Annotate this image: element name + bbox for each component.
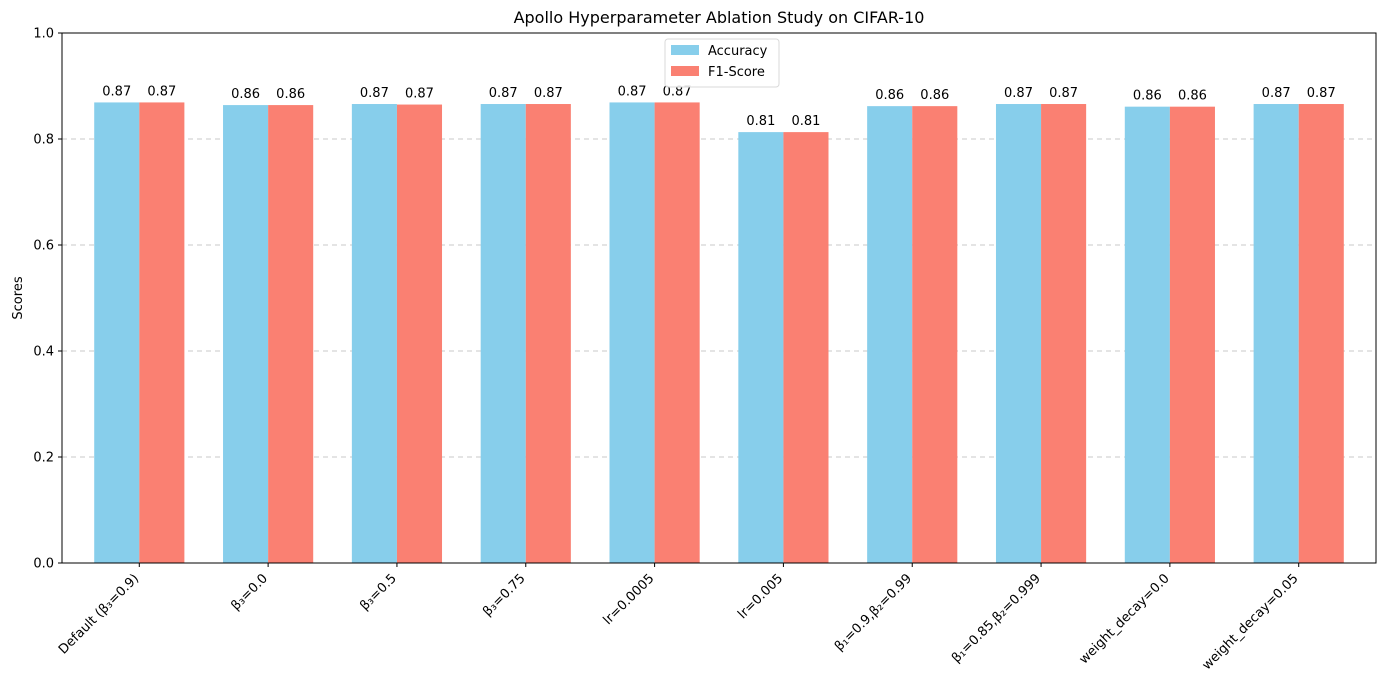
x-tick-label: weight_decay=0.05 <box>1200 571 1302 673</box>
bar-value-label: 0.86 <box>875 88 904 103</box>
bar-value-label: 0.81 <box>746 114 775 129</box>
bar-value-label: 0.87 <box>1307 86 1336 101</box>
bar-value-label: 0.86 <box>276 87 305 102</box>
bar-value-label: 0.87 <box>147 84 176 99</box>
bar-accuracy <box>351 104 397 564</box>
y-tick-label: 0.0 <box>33 557 54 572</box>
bar-accuracy <box>480 104 526 564</box>
bar-value-label: 0.87 <box>360 86 389 101</box>
bar-accuracy <box>867 106 913 563</box>
bar-f1-score <box>912 106 958 563</box>
x-tick-label: lr=0.005 <box>735 571 786 622</box>
y-axis: 0.0 0.2 0.4 0.6 0.8 1.0 <box>33 27 62 572</box>
bar-accuracy <box>1124 106 1170 564</box>
bar-f1-score <box>1298 104 1344 564</box>
bar-value-label: 0.87 <box>1049 86 1078 101</box>
bar-accuracy <box>609 102 655 564</box>
y-tick-label: 0.2 <box>33 451 54 466</box>
x-tick-label: β₃=0.75 <box>480 571 528 619</box>
legend-swatch <box>671 45 699 55</box>
y-axis-title: Scores <box>11 276 26 319</box>
bar-accuracy <box>738 132 784 564</box>
bar-accuracy <box>1253 104 1299 564</box>
y-tick-label: 0.8 <box>33 133 54 148</box>
bar-value-label: 0.86 <box>920 88 949 103</box>
bar-accuracy <box>223 105 269 563</box>
x-tick-label: β₃=0.5 <box>357 571 399 613</box>
bars-layer <box>94 102 1344 564</box>
bar-f1-score <box>1041 104 1087 564</box>
bar-accuracy <box>995 104 1042 564</box>
bar-value-label: 0.87 <box>405 87 434 102</box>
plot-frame <box>61 32 1377 564</box>
bar-value-label: 0.81 <box>791 114 820 129</box>
bar-accuracy <box>94 102 140 564</box>
bar-f1-score <box>1169 106 1215 564</box>
data-labels-layer: 0.87 0.86 0.87 0.87 0.87 0.81 0.86 0.87 0.86 0.87… <box>102 84 1335 129</box>
bar-f1-score <box>139 102 185 564</box>
x-tick-label: weight_decay=0.0 <box>1077 571 1173 667</box>
bar-f1-score <box>783 132 829 564</box>
bar-value-label: 0.87 <box>489 86 518 101</box>
bar-f1-score <box>525 104 571 564</box>
x-axis: Default (β₃=0.9) β₃=0.0 β₃=0.5 β₃=0.75 lr=0.… <box>56 563 1302 673</box>
bar-value-label: 0.86 <box>1178 89 1207 104</box>
y-tick-label: 0.6 <box>33 239 54 254</box>
x-tick-label: β₁=0.9,β₂=0.99 <box>832 571 915 654</box>
bar-value-label: 0.87 <box>618 84 647 99</box>
x-tick-label: β₁=0.85,β₂=0.999 <box>949 571 1044 666</box>
bar-value-label: 0.87 <box>1262 86 1291 101</box>
y-tick-label: 1.0 <box>33 27 54 42</box>
chart-title: Apollo Hyperparameter Ablation Study on … <box>514 8 925 27</box>
x-tick-label: lr=0.0005 <box>601 571 658 628</box>
legend: Accuracy F1-Score <box>664 38 780 88</box>
y-tick-label: 0.4 <box>33 345 54 360</box>
bar-value-label: 0.86 <box>231 87 260 102</box>
bar-value-label: 0.87 <box>1004 86 1033 101</box>
bar-value-label: 0.87 <box>102 84 131 99</box>
legend-swatch <box>671 66 699 76</box>
x-tick-label: Default (β₃=0.9) <box>56 571 142 657</box>
bar-value-label: 0.86 <box>1133 89 1162 104</box>
bar-f1-score <box>396 104 443 564</box>
bar-value-label: 0.87 <box>663 84 692 99</box>
x-tick-label: β₃=0.0 <box>228 571 270 613</box>
bar-f1-score <box>268 105 314 563</box>
bar-value-label: 0.87 <box>534 86 563 101</box>
bar-f1-score <box>654 102 700 564</box>
legend-entry-label: Accuracy <box>708 44 768 59</box>
legend-entry-label: F1-Score <box>708 65 765 80</box>
